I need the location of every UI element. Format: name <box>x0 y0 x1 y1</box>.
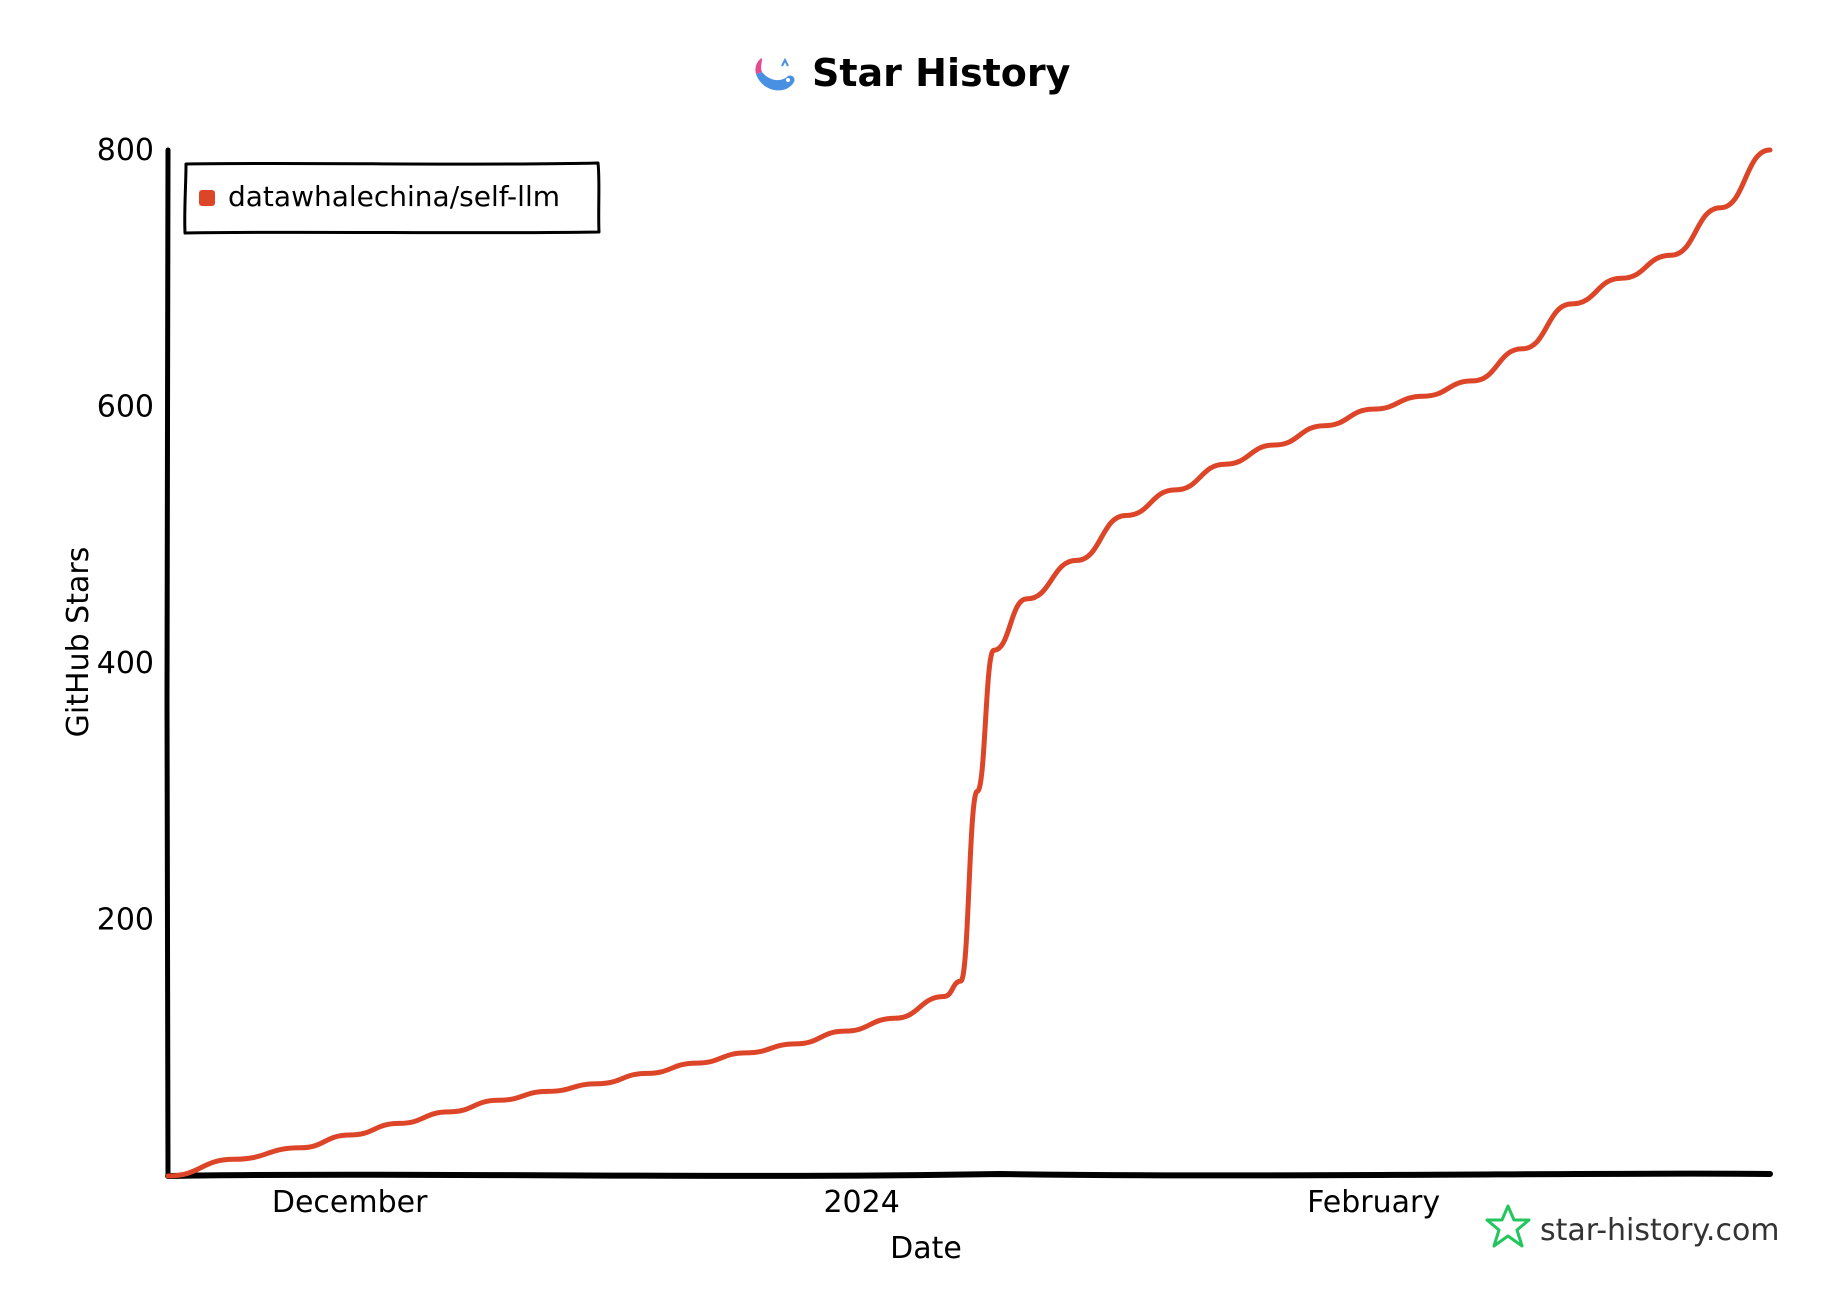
credit-link[interactable]: star-history.com <box>1540 1213 1780 1248</box>
star-history-icon <box>1485 1204 1531 1248</box>
x-tick-label: February <box>1307 1185 1440 1220</box>
y-tick-label: 400 <box>97 646 154 681</box>
x-axis-title: Date <box>890 1231 962 1266</box>
y-tick-label: 600 <box>97 390 154 425</box>
x-tick-labels: December 2024 February <box>272 1185 1440 1220</box>
chart-title: Star History <box>812 51 1071 95</box>
legend: datawhalechina/self-llm <box>183 161 601 235</box>
legend-label: datawhalechina/self-llm <box>228 180 560 213</box>
y-axis-title: GitHub Stars <box>61 547 96 738</box>
y-tick-label: 800 <box>97 133 154 168</box>
x-tick-label: December <box>272 1185 428 1220</box>
legend-swatch <box>199 190 215 206</box>
legend-box <box>183 161 601 235</box>
y-tick-label: 200 <box>97 903 154 938</box>
series-layer <box>165 147 1773 1179</box>
y-axis-line <box>164 147 171 1179</box>
y-tick-labels: 200 400 600 800 <box>97 133 154 938</box>
chart-title-group: Star History <box>755 51 1071 95</box>
credit[interactable]: star-history.com <box>1485 1204 1780 1248</box>
axes <box>164 147 1773 1179</box>
x-axis-line <box>165 1170 1773 1179</box>
series-line-0 <box>165 147 1773 1179</box>
x-tick-label: 2024 <box>823 1185 899 1220</box>
whale-logo-icon <box>755 57 795 91</box>
